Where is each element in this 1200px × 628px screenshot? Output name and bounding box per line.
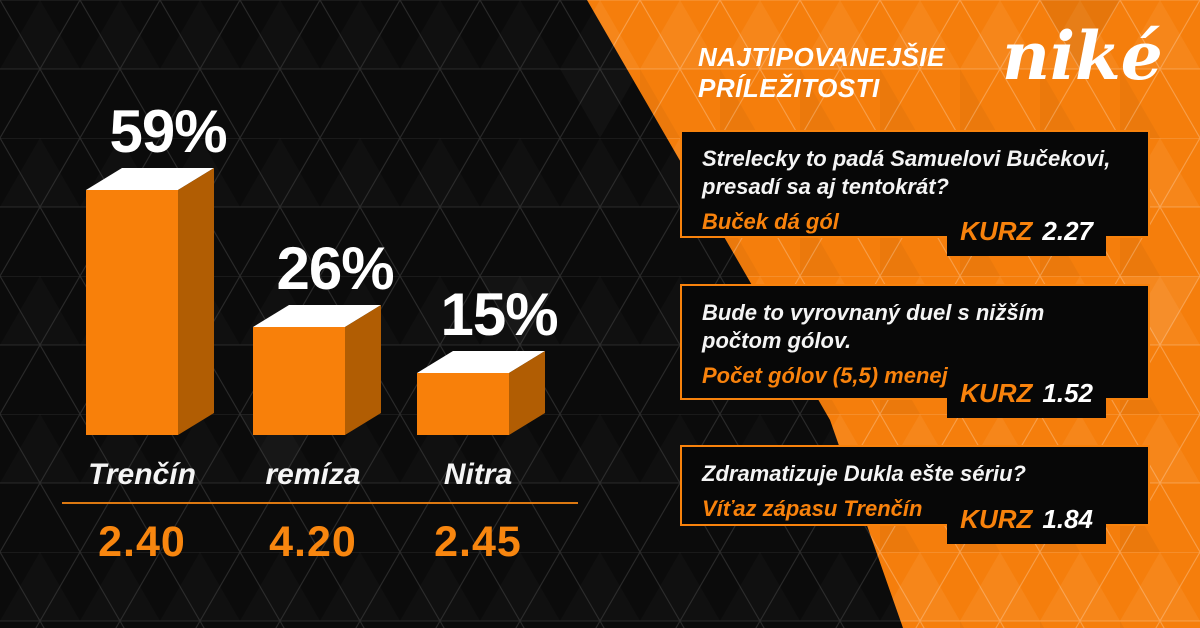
offer-question-line2: presadí sa aj tentokrát? [702,174,949,199]
decor-triangle [1040,0,1120,69]
kurz-value: 2.27 [1042,216,1093,246]
page-title: NAJTIPOVANEJŠIE PRÍLEŽITOSTI [698,42,945,104]
category-label-trencin: Trenčín [88,458,196,491]
offer-question-line1: Bude to vyrovnaný duel s nižším [702,300,1045,325]
nike-logo: niké [1002,17,1163,95]
odds-value-remiza: 4.20 [269,518,357,566]
offer-pick: Buček dá gól [702,209,839,234]
odds-badge: KURZ 1.84 [947,499,1106,544]
bars-3d [86,168,545,435]
bar-front-face-0 [86,190,178,435]
odds-badge: KURZ 1.52 [947,373,1106,418]
bar-value-label-trencin: 59% [109,98,227,165]
odds-value-nitra: 2.45 [434,518,522,566]
bar-value-label-remiza: 26% [276,235,394,302]
offer-question-line2: počtom gólov. [702,328,852,353]
offer-card-bucek[interactable]: Strelecky to padá Samuelovi Bučekovi, pr… [680,130,1150,256]
bar-top-face-0 [86,168,214,190]
odds-divider-line [62,502,578,504]
bar-side-face-2 [509,351,545,435]
odds-badge: KURZ 2.27 [947,211,1106,256]
kurz-value: 1.84 [1042,504,1093,534]
bar-side-face-0 [178,168,214,435]
odds-value-trencin: 2.40 [98,518,186,566]
page-title-line1: NAJTIPOVANEJŠIE [698,42,945,72]
kurz-label: KURZ [960,504,1033,534]
kurz-label: KURZ [960,378,1033,408]
bar-top-face-2 [417,351,545,373]
offer-question: Bude to vyrovnaný duel s nižším počtom g… [702,299,1128,355]
offer-question: Strelecky to padá Samuelovi Bučekovi, pr… [702,145,1128,201]
bar-side-face-1 [345,305,381,435]
category-label-nitra: Nitra [443,458,513,491]
poll-chart: 59% 26% 15% Trenčín remíza Nitra 2.40 4.… [62,98,578,566]
bar-front-face-2 [417,373,509,435]
offer-card-vitaz-zapasu[interactable]: Zdramatizuje Dukla ešte sériu? Víťaz záp… [680,445,1150,544]
offer-question: Zdramatizuje Dukla ešte sériu? [702,460,1128,488]
bar-front-face-1 [253,327,345,435]
offer-pick: Víťaz zápasu Trenčín [702,496,923,521]
kurz-label: KURZ [960,216,1033,246]
offer-question-line1: Strelecky to padá Samuelovi Bučekovi, [702,146,1111,171]
category-label-remiza: remíza [265,458,361,491]
kurz-value: 1.52 [1042,378,1093,408]
offer-pick: Počet gólov (5,5) menej [702,363,948,388]
offer-card-pocet-golov[interactable]: Bude to vyrovnaný duel s nižším počtom g… [680,284,1150,418]
offer-question-line1: Zdramatizuje Dukla ešte sériu? [702,461,1026,486]
page-title-line2: PRÍLEŽITOSTI [698,73,880,103]
bar-value-label-nitra: 15% [440,281,558,348]
bar-top-face-1 [253,305,381,327]
